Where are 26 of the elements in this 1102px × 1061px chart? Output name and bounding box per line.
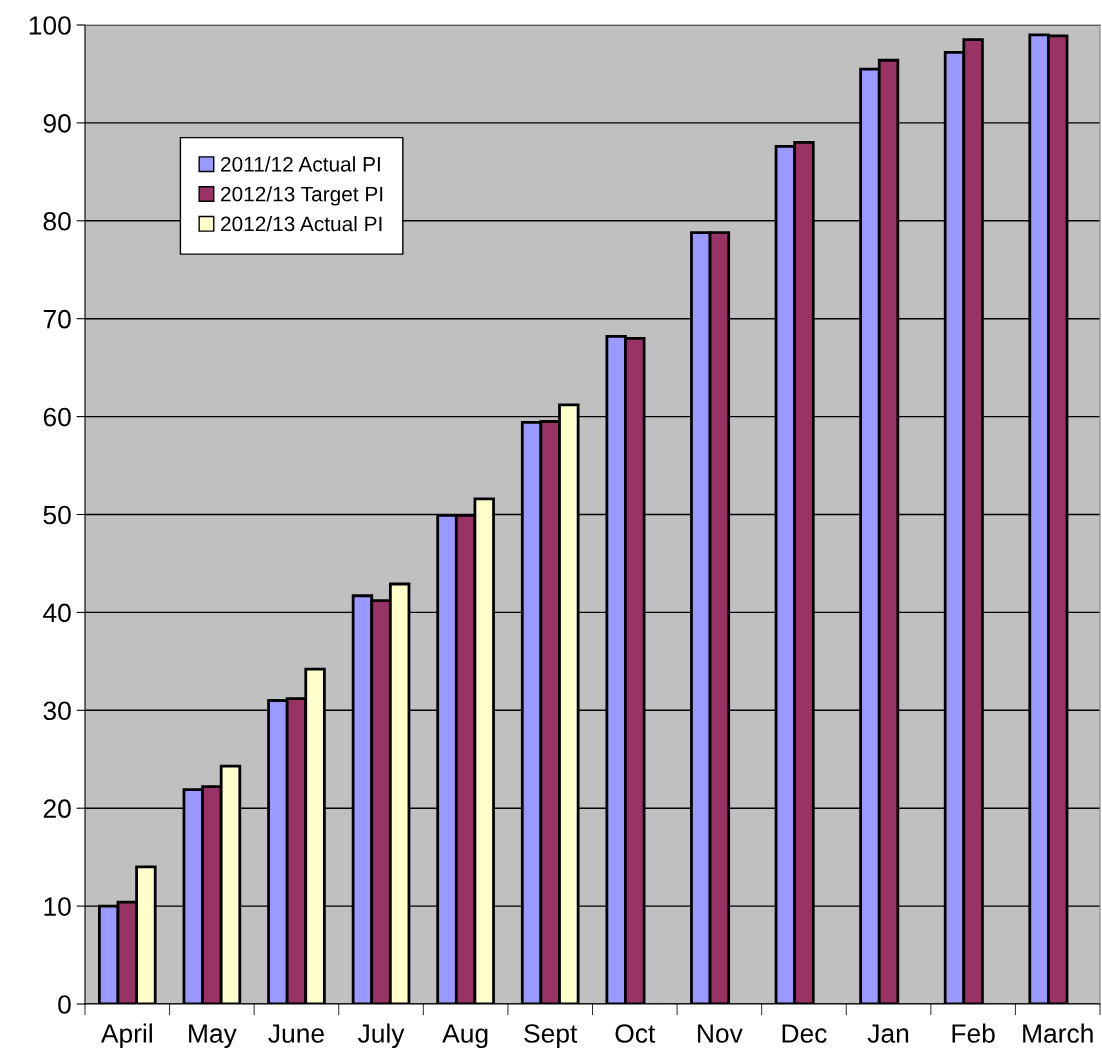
x-tick-label: May — [189, 1024, 237, 1049]
y-tick-label: 80 — [43, 211, 71, 231]
legend-label: 2012/13 Actual PI — [221, 216, 382, 232]
y-tick-label: 60 — [43, 407, 71, 427]
y-tick-label: 70 — [43, 309, 71, 329]
x-tick-label: April — [100, 1023, 152, 1049]
y-tick-label: 30 — [43, 701, 71, 721]
y-tick-label: 90 — [43, 114, 71, 133]
x-tick-label: Nov — [698, 1024, 743, 1043]
x-tick-label: Sept — [524, 1024, 578, 1049]
legend-label: 2011/12 Actual PI — [221, 156, 380, 172]
y-tick-label: 50 — [43, 505, 71, 525]
x-tick-label: June — [268, 1024, 324, 1043]
x-tick-label: Oct — [615, 1024, 656, 1043]
y-tick-label: 40 — [43, 603, 71, 623]
y-tick-label: 100 — [29, 16, 71, 35]
legend-label: 2012/13 Target PI — [221, 186, 383, 206]
y-tick-label: 10 — [44, 897, 71, 916]
x-tick-label: Feb — [952, 1023, 995, 1043]
x-tick-label: July — [357, 1023, 405, 1049]
y-tick-label: 20 — [43, 799, 71, 819]
y-tick-label: 0 — [58, 995, 71, 1014]
x-tick-label: Aug — [442, 1024, 488, 1049]
x-tick-label: Dec — [782, 1024, 827, 1043]
x-tick-label: Jan — [867, 1024, 909, 1043]
x-tick-label: March — [1023, 1023, 1093, 1043]
